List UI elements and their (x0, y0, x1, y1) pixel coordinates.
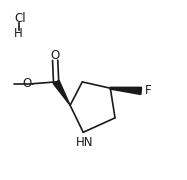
Text: O: O (22, 77, 31, 90)
Text: H: H (14, 27, 23, 40)
Text: HN: HN (75, 136, 93, 149)
Text: O: O (50, 49, 60, 62)
Polygon shape (110, 87, 142, 94)
Polygon shape (53, 80, 70, 105)
Text: Cl: Cl (14, 12, 26, 25)
Text: F: F (145, 84, 151, 97)
